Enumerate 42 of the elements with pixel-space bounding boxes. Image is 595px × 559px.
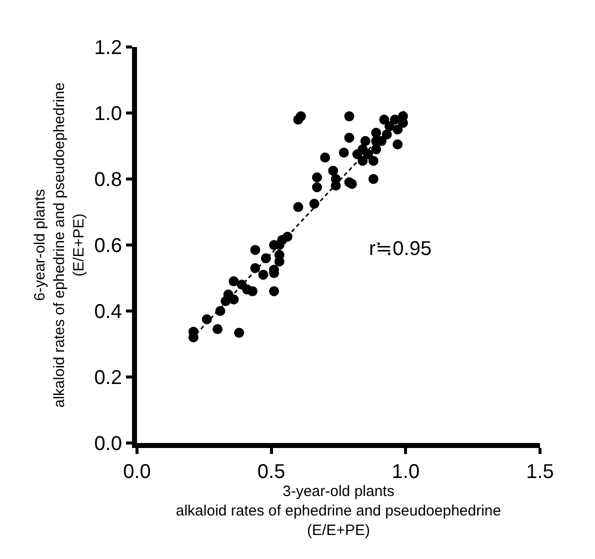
y-tick-label: 1.0: [94, 103, 122, 125]
x-tick-label: 0.0: [123, 461, 151, 483]
y-tick-label: 0.8: [94, 169, 122, 191]
point: [344, 132, 354, 143]
point: [330, 174, 341, 184]
point: [346, 178, 357, 189]
y-tick-label: 0.0: [94, 433, 122, 455]
point: [269, 286, 280, 296]
point: [212, 324, 223, 334]
point: [293, 202, 304, 212]
point: [312, 172, 322, 182]
point: [379, 114, 390, 125]
point: [250, 244, 260, 255]
point: [392, 124, 403, 134]
annotation: r≒0.95: [369, 238, 432, 260]
x-tick-label: 1.0: [392, 461, 420, 483]
point: [371, 144, 382, 154]
y-axis-title: 6-year-old plants alkaloid rates of ephedrine and pseudoephedrine (E/E+PE): [31, 82, 88, 408]
y-tick-label: 0.6: [94, 235, 122, 257]
point: [368, 174, 378, 184]
point: [344, 111, 354, 122]
point: [320, 152, 330, 163]
x-axis-title: 3-year-old plants alkaloid rates of ephedrine and pseudoephedrine (E/E+PE): [176, 483, 502, 539]
point: [248, 286, 258, 296]
x-tick-label: 1.5: [526, 461, 554, 483]
x-tick-label: 0.5: [257, 461, 286, 483]
point: [312, 182, 322, 192]
point: [234, 328, 244, 338]
point: [338, 148, 349, 158]
point: [228, 276, 239, 286]
y-tick-label: 1.2: [94, 37, 122, 59]
point: [274, 250, 284, 260]
y-tick-label: 0.2: [94, 367, 122, 389]
point: [258, 270, 268, 280]
point: [328, 166, 338, 176]
point: [360, 136, 370, 146]
point: [296, 111, 306, 122]
point: [368, 156, 378, 166]
point: [371, 128, 382, 138]
y-tick-label: 0.4: [94, 301, 122, 323]
point: [392, 139, 403, 150]
point: [228, 294, 239, 304]
